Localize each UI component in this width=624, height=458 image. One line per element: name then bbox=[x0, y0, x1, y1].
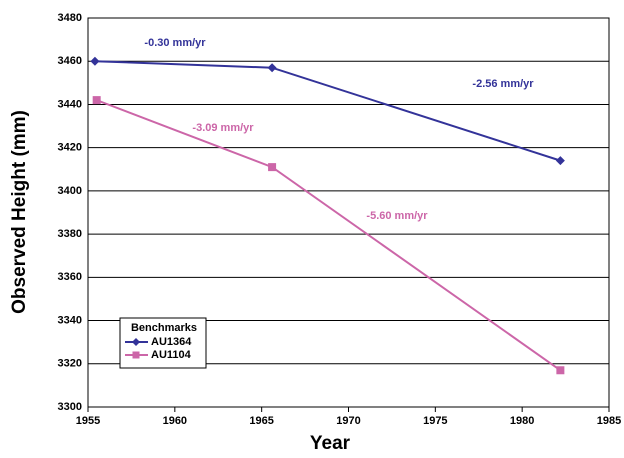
y-tick-label: 3420 bbox=[58, 142, 82, 154]
x-tick-label: 1955 bbox=[76, 415, 100, 427]
point-marker bbox=[268, 163, 277, 172]
x-tick-label: 1970 bbox=[336, 415, 360, 427]
series-line bbox=[94, 60, 561, 162]
x-axis-label: Year bbox=[310, 433, 351, 454]
y-tick-label: 3400 bbox=[58, 185, 82, 197]
x-tick-label: 1965 bbox=[249, 415, 273, 427]
point-marker bbox=[92, 96, 101, 105]
y-tick-label: 3340 bbox=[58, 314, 82, 326]
legend-label: AU1364 bbox=[151, 336, 192, 348]
legend-marker bbox=[132, 351, 140, 359]
slope-annotation: -2.56 mm/yr bbox=[472, 78, 534, 90]
y-tick-label: 3300 bbox=[58, 401, 82, 413]
point-marker bbox=[556, 366, 565, 375]
y-tick-label: 3440 bbox=[58, 98, 82, 110]
legend-title: Benchmarks bbox=[131, 322, 197, 334]
x-tick-label: 1985 bbox=[597, 415, 621, 427]
y-axis-label: Observed Height (mm) bbox=[9, 110, 30, 314]
legend-marker bbox=[132, 338, 140, 346]
y-tick-label: 3380 bbox=[58, 228, 82, 240]
slope-annotation: -0.30 mm/yr bbox=[144, 37, 206, 49]
point-marker bbox=[90, 56, 100, 66]
x-tick-label: 1975 bbox=[423, 415, 447, 427]
x-tick-label: 1980 bbox=[510, 415, 534, 427]
slope-annotation: -5.60 mm/yr bbox=[366, 210, 428, 222]
slope-annotation: -3.09 mm/yr bbox=[192, 122, 254, 134]
point-marker bbox=[267, 63, 277, 73]
y-tick-label: 3480 bbox=[58, 12, 82, 24]
point-marker bbox=[555, 156, 565, 166]
x-tick-label: 1960 bbox=[163, 415, 187, 427]
plot-frame bbox=[87, 17, 610, 408]
y-tick-label: 3320 bbox=[58, 358, 82, 370]
y-tick-label: 3460 bbox=[58, 55, 82, 67]
legend-label: AU1104 bbox=[151, 349, 192, 361]
y-tick-label: 3360 bbox=[58, 271, 82, 283]
